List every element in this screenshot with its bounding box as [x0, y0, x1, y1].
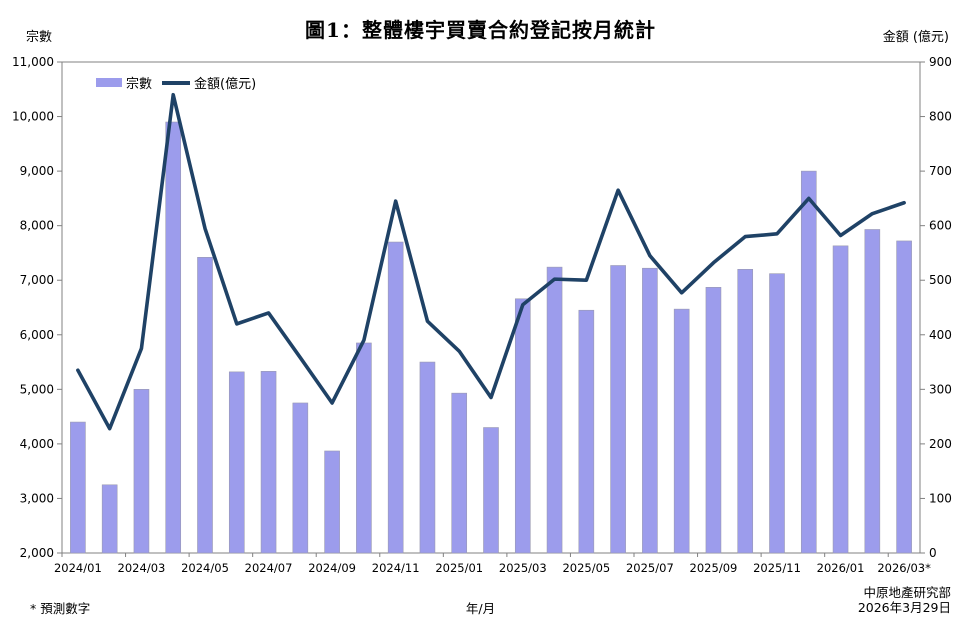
bar [546, 266, 563, 554]
bar [451, 392, 468, 554]
line-swatch-icon [162, 80, 191, 85]
left-tick-label: 11,000 [12, 55, 54, 69]
bar [260, 371, 277, 554]
x-axis-label: 2025/11 [753, 561, 801, 575]
right-tick-label: 100 [929, 491, 952, 505]
bar [483, 427, 499, 554]
bar [642, 267, 658, 554]
bar [70, 421, 86, 554]
x-axis-label: 2024/09 [308, 561, 356, 575]
x-axis-label: 2024/01 [54, 561, 102, 575]
bar [197, 257, 213, 554]
bar [610, 265, 626, 554]
line-series [76, 92, 906, 431]
x-axis-label: 2024/11 [372, 561, 420, 575]
bar-series [70, 121, 912, 554]
x-axis-label: 2024/03 [118, 561, 166, 575]
bar [514, 298, 531, 554]
bar [356, 342, 372, 554]
right-tick-label: 600 [929, 219, 952, 233]
legend-item-line: 金額(億元) [162, 73, 256, 92]
bar [769, 273, 785, 554]
right-tick-label: 800 [929, 110, 952, 124]
legend-item-bars: 宗數 [96, 73, 152, 92]
chart-title: 圖1：整體樓宇買賣合約登記按月統計 [305, 18, 656, 42]
bar [673, 308, 690, 554]
axis-ticks: 2,000 3,000 4,000 5,000 6,000 7,000 8,000 9,000… [12, 55, 952, 560]
bar [800, 170, 817, 554]
bar [133, 389, 150, 554]
right-tick-label: 400 [929, 328, 952, 342]
bar [705, 287, 722, 554]
right-axis-title: 金額 (億元) [882, 30, 949, 45]
x-axis-label: 2025/03 [499, 561, 547, 575]
x-axis-label: 2026/03* [877, 561, 931, 575]
bar [292, 402, 309, 554]
legend-line-label: 金額(億元) [194, 77, 257, 92]
legend-bars-label: 宗數 [126, 77, 153, 92]
amount-line [76, 92, 906, 431]
source-org: 中原地產研究部 [863, 585, 951, 600]
left-tick-label: 7,000 [20, 273, 54, 287]
x-axis-label: 2026/01 [817, 561, 865, 575]
left-tick-label: 3,000 [20, 491, 54, 505]
bar [737, 269, 754, 554]
left-tick-label: 6,000 [20, 328, 54, 342]
right-tick-label: 700 [929, 164, 952, 178]
right-tick-label: 0 [929, 546, 937, 560]
bar [419, 361, 436, 554]
bar [387, 241, 404, 554]
bar [324, 450, 340, 554]
right-tick-label: 200 [929, 437, 952, 451]
legend: 宗數 金額(億元) [96, 73, 256, 92]
x-axis-label: 2024/07 [245, 561, 293, 575]
source-date: 2026年3月29日 [857, 600, 951, 616]
x-axis-label: 2025/05 [562, 561, 610, 575]
x-axis-title: 年/月 [465, 601, 496, 616]
right-tick-label: 500 [929, 273, 952, 287]
bar [832, 245, 849, 554]
x-axis-label: 2025/07 [626, 561, 674, 575]
bar [101, 484, 118, 554]
left-axis-title: 宗數 [26, 30, 53, 45]
bar [165, 121, 182, 554]
right-tick-label: 900 [929, 55, 952, 69]
source-block: 中原地產研究部 2026年3月29日 [858, 585, 951, 616]
left-tick-label: 10,000 [12, 110, 54, 124]
bar [578, 309, 595, 554]
left-tick-label: 4,000 [20, 437, 54, 451]
bar [228, 371, 245, 554]
bar [864, 229, 881, 554]
left-tick-label: 8,000 [20, 219, 54, 233]
x-axis-labels: 2024/01 2024/03 2024/05 2024/07 2024/09 2024/… [54, 561, 931, 575]
x-axis-label: 2025/01 [435, 561, 483, 575]
right-tick-label: 300 [929, 382, 952, 396]
left-tick-label: 5,000 [20, 382, 54, 396]
x-axis-label: 2024/05 [181, 561, 229, 575]
forecast-footnote: * 預測數字 [30, 601, 91, 616]
bar [896, 240, 912, 554]
left-tick-label: 9,000 [20, 164, 54, 178]
bar-swatch-icon [96, 78, 122, 87]
left-tick-label: 2,000 [20, 546, 54, 560]
x-axis-label: 2025/09 [690, 561, 738, 575]
